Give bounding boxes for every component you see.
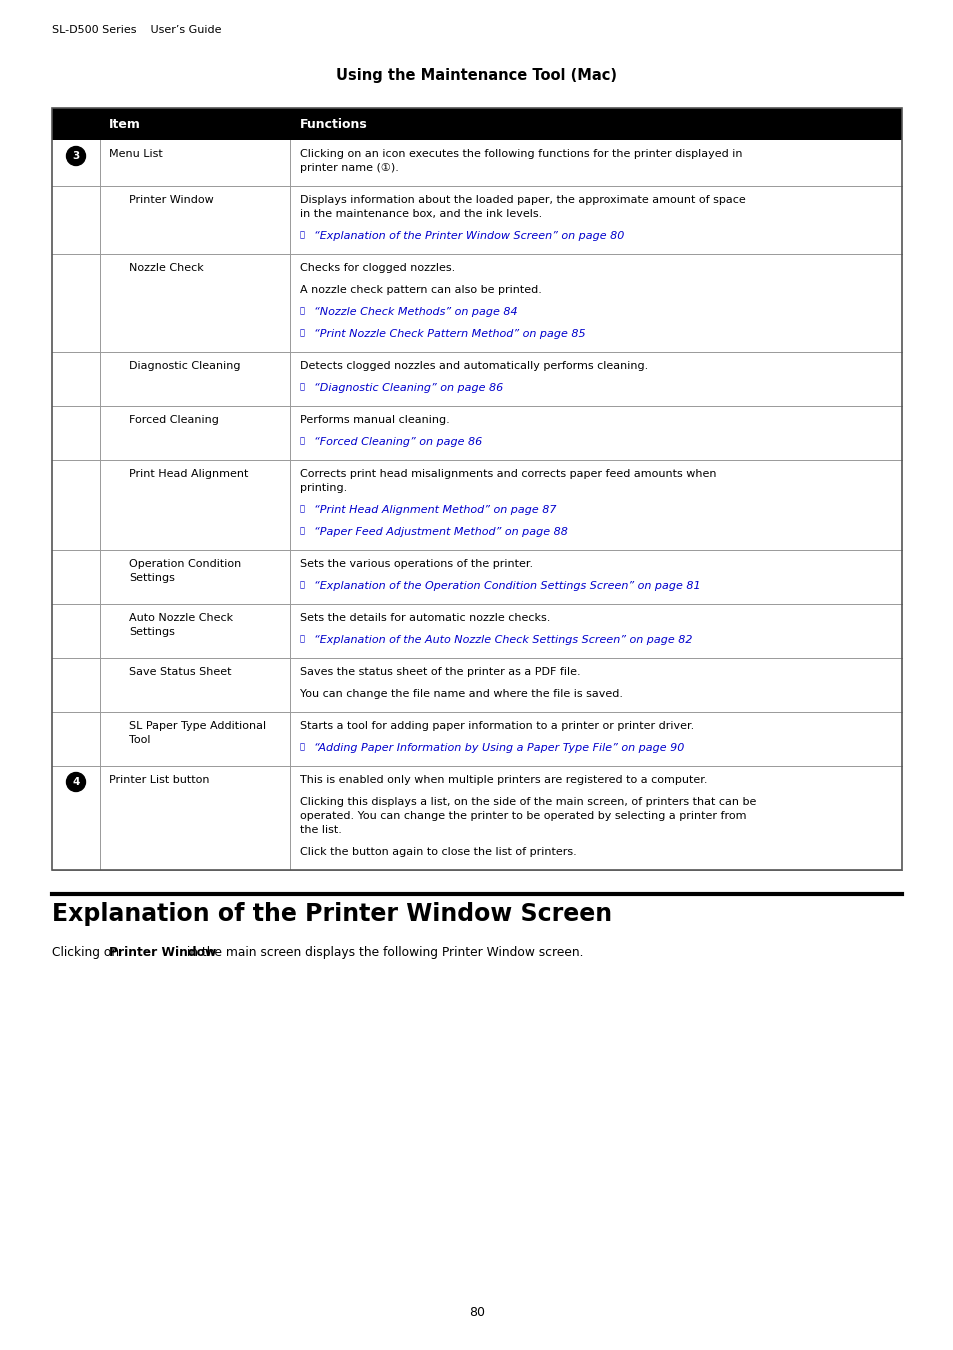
Text: Nozzle Check: Nozzle Check — [129, 263, 204, 273]
Text: “Nozzle Check Methods” on page 84: “Nozzle Check Methods” on page 84 — [314, 306, 517, 317]
Bar — [52, 711, 901, 765]
Text: Click the button again to close the list of printers.: Click the button again to close the list… — [299, 846, 577, 857]
Text: Performs manual cleaning.: Performs manual cleaning. — [299, 414, 449, 425]
Text: 📄: 📄 — [299, 382, 305, 391]
Text: 📄: 📄 — [299, 580, 305, 590]
Text: Forced Cleaning: Forced Cleaning — [129, 414, 218, 425]
Text: the list.: the list. — [299, 825, 341, 836]
Text: printing.: printing. — [299, 483, 347, 493]
Text: Print Head Alignment: Print Head Alignment — [129, 468, 248, 479]
Text: in the maintenance box, and the ink levels.: in the maintenance box, and the ink leve… — [299, 209, 541, 219]
Bar — [52, 108, 901, 140]
Text: “Explanation of the Operation Condition Settings Screen” on page 81: “Explanation of the Operation Condition … — [314, 580, 700, 591]
Text: 📄: 📄 — [299, 634, 305, 644]
Text: “Diagnostic Cleaning” on page 86: “Diagnostic Cleaning” on page 86 — [314, 383, 503, 393]
Text: Functions: Functions — [299, 117, 367, 131]
Text: Saves the status sheet of the printer as a PDF file.: Saves the status sheet of the printer as… — [299, 667, 580, 676]
Text: Clicking on: Clicking on — [52, 946, 123, 958]
Text: Checks for clogged nozzles.: Checks for clogged nozzles. — [299, 263, 455, 273]
Circle shape — [67, 147, 86, 166]
Text: Save Status Sheet: Save Status Sheet — [129, 667, 232, 676]
Text: “Print Nozzle Check Pattern Method” on page 85: “Print Nozzle Check Pattern Method” on p… — [314, 329, 585, 339]
Bar — [52, 254, 901, 352]
Text: Settings: Settings — [129, 572, 174, 583]
Bar — [52, 765, 901, 869]
Text: in the main screen displays the following Printer Window screen.: in the main screen displays the followin… — [183, 946, 583, 958]
Text: Displays information about the loaded paper, the approximate amount of space: Displays information about the loaded pa… — [299, 194, 745, 205]
Text: Diagnostic Cleaning: Diagnostic Cleaning — [129, 360, 240, 371]
Bar — [52, 352, 901, 406]
Bar — [52, 140, 901, 186]
Text: “Paper Feed Adjustment Method” on page 88: “Paper Feed Adjustment Method” on page 8… — [314, 526, 567, 537]
Text: Corrects print head misalignments and corrects paper feed amounts when: Corrects print head misalignments and co… — [299, 468, 716, 479]
Bar — [52, 186, 901, 254]
Text: Explanation of the Printer Window Screen: Explanation of the Printer Window Screen — [52, 902, 612, 926]
Text: SL-D500 Series    User’s Guide: SL-D500 Series User’s Guide — [52, 26, 221, 35]
Text: Sets the various operations of the printer.: Sets the various operations of the print… — [299, 559, 533, 568]
Bar — [52, 549, 901, 603]
Text: “Print Head Alignment Method” on page 87: “Print Head Alignment Method” on page 87 — [314, 505, 556, 514]
Circle shape — [67, 772, 86, 791]
Text: operated. You can change the printer to be operated by selecting a printer from: operated. You can change the printer to … — [299, 811, 745, 821]
Text: Printer Window: Printer Window — [109, 946, 216, 958]
Text: Menu List: Menu List — [109, 148, 163, 159]
Text: Settings: Settings — [129, 626, 174, 637]
Text: Sets the details for automatic nozzle checks.: Sets the details for automatic nozzle ch… — [299, 613, 550, 622]
Text: Clicking this displays a list, on the side of the main screen, of printers that : Clicking this displays a list, on the si… — [299, 796, 756, 807]
Text: 80: 80 — [469, 1305, 484, 1319]
Text: A nozzle check pattern can also be printed.: A nozzle check pattern can also be print… — [299, 285, 541, 296]
Text: 📄: 📄 — [299, 505, 305, 513]
Text: Operation Condition: Operation Condition — [129, 559, 241, 568]
Text: 3: 3 — [72, 151, 79, 161]
Bar — [52, 603, 901, 657]
Text: 📄: 📄 — [299, 306, 305, 316]
Text: Detects clogged nozzles and automatically performs cleaning.: Detects clogged nozzles and automaticall… — [299, 360, 648, 371]
Text: Printer Window: Printer Window — [129, 194, 213, 205]
Text: Item: Item — [109, 117, 141, 131]
Text: 📄: 📄 — [299, 743, 305, 752]
Text: “Forced Cleaning” on page 86: “Forced Cleaning” on page 86 — [314, 437, 482, 447]
Text: “Explanation of the Printer Window Screen” on page 80: “Explanation of the Printer Window Scree… — [314, 231, 623, 242]
Text: 📄: 📄 — [299, 526, 305, 536]
Text: “Adding Paper Information by Using a Paper Type File” on page 90: “Adding Paper Information by Using a Pap… — [314, 743, 683, 753]
Text: 📄: 📄 — [299, 436, 305, 446]
Bar — [52, 657, 901, 711]
Text: Starts a tool for adding paper information to a printer or printer driver.: Starts a tool for adding paper informati… — [299, 721, 694, 730]
Text: “Explanation of the Auto Nozzle Check Settings Screen” on page 82: “Explanation of the Auto Nozzle Check Se… — [314, 634, 692, 645]
Bar — [52, 460, 901, 549]
Text: This is enabled only when multiple printers are registered to a computer.: This is enabled only when multiple print… — [299, 775, 707, 784]
Text: Using the Maintenance Tool (Mac): Using the Maintenance Tool (Mac) — [336, 68, 617, 82]
Text: 📄: 📄 — [299, 328, 305, 338]
Bar — [52, 406, 901, 460]
Text: 4: 4 — [72, 778, 80, 787]
Text: Tool: Tool — [129, 734, 151, 745]
Bar — [52, 108, 901, 869]
Text: 📄: 📄 — [299, 231, 305, 239]
Text: You can change the file name and where the file is saved.: You can change the file name and where t… — [299, 688, 622, 699]
Text: Clicking on an icon executes the following functions for the printer displayed i: Clicking on an icon executes the followi… — [299, 148, 741, 159]
Text: printer name (①).: printer name (①). — [299, 163, 398, 173]
Text: SL Paper Type Additional: SL Paper Type Additional — [129, 721, 266, 730]
Text: Auto Nozzle Check: Auto Nozzle Check — [129, 613, 233, 622]
Text: Printer List button: Printer List button — [109, 775, 210, 784]
